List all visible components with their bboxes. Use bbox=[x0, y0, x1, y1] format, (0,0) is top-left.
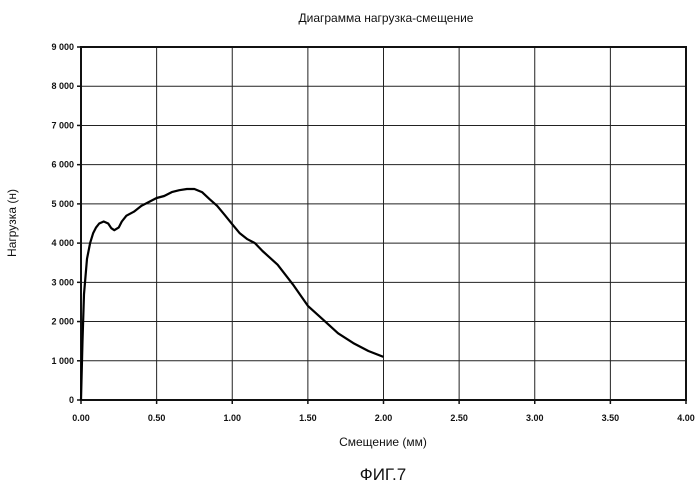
x-tick-label: 1.50 bbox=[299, 413, 317, 423]
x-tick-label: 1.00 bbox=[223, 413, 241, 423]
figure-label: ФИГ.7 bbox=[360, 465, 406, 484]
y-axis-ticks: 0 1 000 2 000 3 000 4 000 5 000 6 000 7 000 8 00… bbox=[51, 42, 81, 405]
x-tick-label: 0.50 bbox=[148, 413, 166, 423]
y-tick-label: 2 000 bbox=[51, 317, 74, 327]
y-tick-label: 0 bbox=[69, 395, 74, 405]
x-axis-label: Смещение (мм) bbox=[339, 435, 427, 449]
y-tick-label: 4 000 bbox=[51, 238, 74, 248]
x-tick-label: 2.00 bbox=[375, 413, 393, 423]
y-axis-label: Нагрузка (н) bbox=[5, 189, 19, 257]
y-tick-label: 8 000 bbox=[51, 81, 74, 91]
x-tick-label: 3.50 bbox=[602, 413, 620, 423]
x-tick-label: 0.00 bbox=[72, 413, 90, 423]
series-line bbox=[79, 187, 384, 401]
y-tick-label: 1 000 bbox=[51, 356, 74, 366]
chart-title: Диаграмма нагрузка-смещение bbox=[299, 11, 474, 25]
y-tick-label: 7 000 bbox=[51, 120, 74, 130]
x-tick-label: 3.00 bbox=[526, 413, 544, 423]
x-tick-label: 2.50 bbox=[450, 413, 468, 423]
grid bbox=[80, 46, 687, 401]
y-tick-label: 5 000 bbox=[51, 199, 74, 209]
y-tick-label: 3 000 bbox=[51, 277, 74, 287]
x-tick-label: 4.00 bbox=[677, 413, 695, 423]
y-tick-label: 9 000 bbox=[51, 42, 74, 52]
x-axis-ticks: 0.00 0.50 1.00 1.50 2.00 2.50 3.00 3.50 4.00 bbox=[72, 400, 695, 423]
y-tick-label: 6 000 bbox=[51, 160, 74, 170]
